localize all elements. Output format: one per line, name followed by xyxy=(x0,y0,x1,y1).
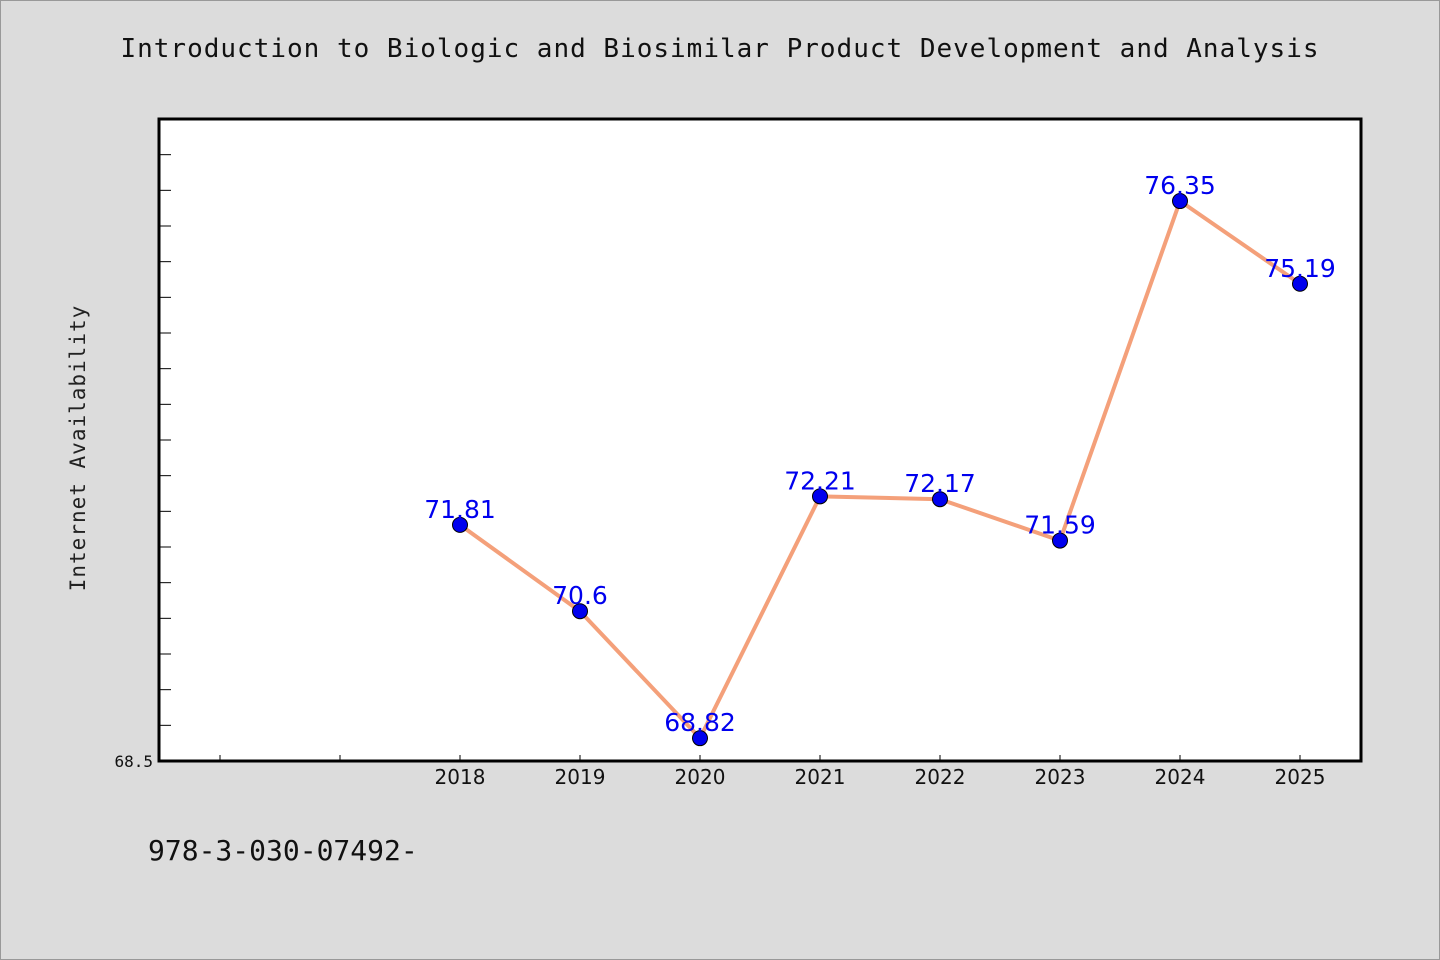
series-line xyxy=(458,199,1302,741)
data-label: 71.59 xyxy=(1024,511,1096,540)
isbn-footnote: 978-3-030-07492- xyxy=(148,834,418,867)
x-tick-label: 2021 xyxy=(795,765,846,789)
y-tick-label: 68.5 xyxy=(114,752,153,771)
data-label: 68.82 xyxy=(664,708,736,737)
data-point xyxy=(572,603,588,620)
data-point xyxy=(1052,532,1068,549)
x-tick-label: 2025 xyxy=(1275,765,1326,789)
x-tick-label: 2019 xyxy=(555,765,606,789)
data-point xyxy=(932,491,948,508)
x-tick-label: 2023 xyxy=(1035,765,1086,789)
data-point xyxy=(1172,193,1188,210)
data-label: 70.6 xyxy=(552,581,608,610)
x-tick-label: 2020 xyxy=(675,765,726,789)
x-tick-label: 2024 xyxy=(1155,765,1206,789)
plot-area xyxy=(157,117,1363,763)
x-tick-label: 2018 xyxy=(435,765,486,789)
x-tick-label: 2022 xyxy=(915,765,966,789)
series-group: 71.81 70.6 68.82 72.21 72.17 71.59 76.35 75.19 xyxy=(424,171,1336,747)
data-point xyxy=(452,516,468,533)
data-label: 71.81 xyxy=(424,495,496,524)
data-point xyxy=(1292,275,1308,292)
data-label: 72.21 xyxy=(784,466,856,495)
chart-title: Introduction to Biologic and Biosimilar … xyxy=(120,34,1320,64)
x-axis-ticks: 2018 2019 2020 2021 2022 2023 2024 2025 xyxy=(219,755,1326,789)
data-point xyxy=(812,488,828,505)
y-axis-ticks: 68.5 xyxy=(114,154,171,771)
data-label: 75.19 xyxy=(1264,254,1336,283)
data-label: 76.35 xyxy=(1144,171,1216,200)
data-point xyxy=(692,730,708,747)
data-label: 72.17 xyxy=(904,469,976,498)
